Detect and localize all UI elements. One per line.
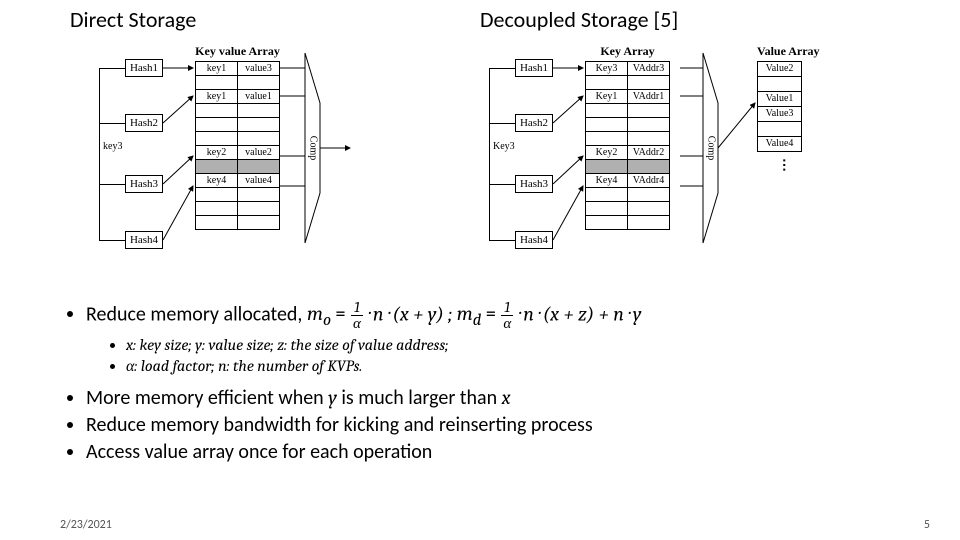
cell <box>196 76 238 90</box>
cell <box>196 202 238 216</box>
cell <box>238 216 280 230</box>
cell: value1 <box>238 90 280 104</box>
bullet-access-once: Access value array once for each operati… <box>86 439 900 466</box>
kv-table: key1value3 key1value1 key2value2 key4val… <box>195 61 280 230</box>
comparator-label: Comp <box>706 136 717 160</box>
cell <box>586 104 628 118</box>
cell <box>628 216 670 230</box>
cell: VAddr1 <box>628 90 670 104</box>
cell: Key4 <box>586 174 628 188</box>
cell <box>586 76 628 90</box>
cell <box>196 132 238 146</box>
cell <box>238 118 280 132</box>
cell <box>238 76 280 90</box>
cell <box>758 122 802 137</box>
cell: VAddr2 <box>628 146 670 160</box>
input-key-label: key3 <box>103 141 122 152</box>
cell <box>628 104 670 118</box>
cell <box>196 216 238 230</box>
sub-bullet-xyz: x: key size; y: value size; z: the size … <box>126 335 900 357</box>
cell: key4 <box>196 174 238 188</box>
cell <box>586 202 628 216</box>
cell: key1 <box>196 62 238 76</box>
cell: value2 <box>238 146 280 160</box>
cell: Key2 <box>586 146 628 160</box>
cell <box>628 160 670 174</box>
cell <box>628 202 670 216</box>
comparator-label: Comp <box>308 136 319 160</box>
cell <box>586 118 628 132</box>
cell <box>628 188 670 202</box>
cell: VAddr3 <box>628 62 670 76</box>
bullet-reduce-bandwidth: Reduce memory bandwidth for kicking and … <box>86 412 900 439</box>
key-table: Key3VAddr3 Key1VAddr1 Key2VAddr2 Key4VAd… <box>585 61 670 230</box>
cell <box>196 160 238 174</box>
footer-date: 2/23/2021 <box>60 518 112 532</box>
cell: Key1 <box>586 90 628 104</box>
bullet-reduce-memory-allocated: Reduce memory allocated, mo = 1α · n · (… <box>86 300 900 378</box>
hash-box: Hash3 <box>125 175 163 193</box>
cell: value3 <box>238 62 280 76</box>
cell: VAddr4 <box>628 174 670 188</box>
cell <box>196 188 238 202</box>
cell <box>628 132 670 146</box>
cell <box>586 160 628 174</box>
hash-box: Hash1 <box>125 59 163 77</box>
hash-box: Hash2 <box>125 114 163 132</box>
bullet-memory-efficient: More memory efficient when y is much lar… <box>86 384 900 412</box>
table-title: Key value Array <box>195 44 280 59</box>
title-decoupled-storage: Decoupled Storage [5] <box>480 6 678 33</box>
ellipsis-icon: ⋯ <box>775 158 791 174</box>
value-table: Value2 Value1 Value3 Value4 <box>757 61 802 152</box>
cell <box>586 132 628 146</box>
cell <box>196 104 238 118</box>
table-title: Key Array <box>585 44 670 59</box>
sub-bullet-alpha-n: α: load factor; n: the number of KVPs. <box>126 356 900 378</box>
bullet-list: Reduce memory allocated, mo = 1α · n · (… <box>60 300 900 466</box>
hash-box: Hash4 <box>515 231 553 249</box>
value-array-table: Value Array Value2 Value1 Value3 Value4 <box>757 44 820 152</box>
cell <box>586 216 628 230</box>
title-direct-storage: Direct Storage <box>70 6 196 33</box>
cell: Value2 <box>758 62 802 77</box>
cell <box>586 188 628 202</box>
cell <box>238 202 280 216</box>
cell <box>628 76 670 90</box>
cell: Value3 <box>758 107 802 122</box>
footer-page-number: 5 <box>924 518 930 532</box>
cell: key1 <box>196 90 238 104</box>
cell: Value4 <box>758 137 802 152</box>
cell <box>238 132 280 146</box>
cell: value4 <box>238 174 280 188</box>
input-key-label: Key3 <box>493 141 515 152</box>
cell: Value1 <box>758 92 802 107</box>
hash-box: Hash1 <box>515 59 553 77</box>
hash-box: Hash2 <box>515 114 553 132</box>
hash-box: Hash3 <box>515 175 553 193</box>
cell <box>196 118 238 132</box>
key-array-table: Key Array Key3VAddr3 Key1VAddr1 Key2VAdd… <box>585 44 670 230</box>
cell: Key3 <box>586 62 628 76</box>
cell <box>238 104 280 118</box>
diagrams-container: Hash1 Hash2 Hash3 Hash4 key3 Key value A… <box>95 48 895 288</box>
cell <box>238 188 280 202</box>
hash-box: Hash4 <box>125 231 163 249</box>
cell <box>238 160 280 174</box>
kv-array-table: Key value Array key1value3 key1value1 ke… <box>195 44 280 230</box>
cell: key2 <box>196 146 238 160</box>
cell <box>628 118 670 132</box>
table-title: Value Array <box>757 44 820 59</box>
cell <box>758 77 802 92</box>
